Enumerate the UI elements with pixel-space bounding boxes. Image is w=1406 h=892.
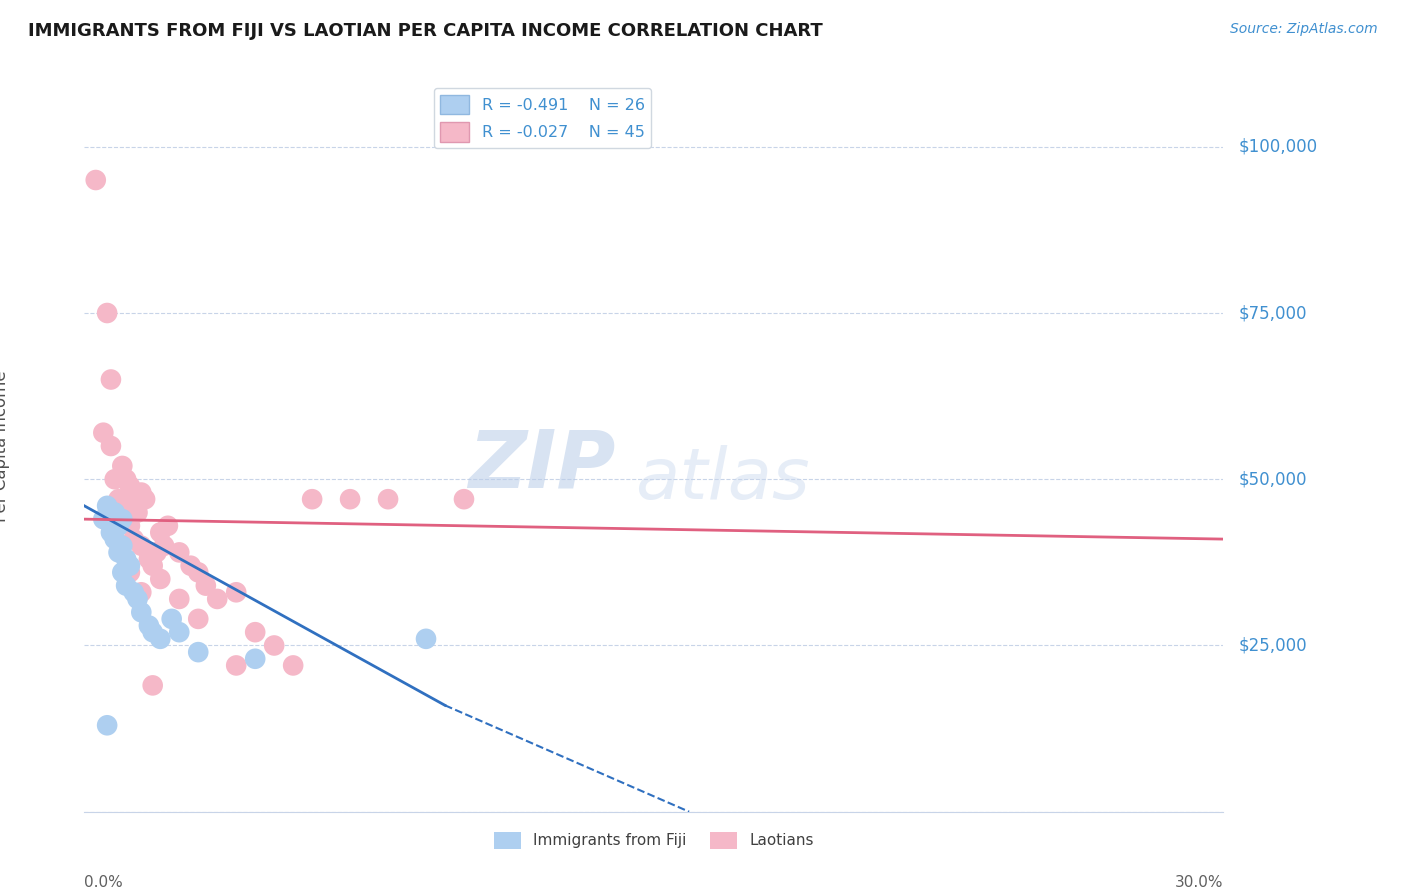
Text: ZIP: ZIP — [468, 427, 616, 505]
Point — [263, 639, 285, 653]
Point — [104, 472, 127, 486]
Point — [127, 506, 149, 520]
Text: $100,000: $100,000 — [1239, 137, 1317, 156]
Point — [207, 591, 229, 606]
Point — [153, 539, 176, 553]
Point — [377, 492, 399, 507]
Point — [115, 552, 138, 566]
Legend: Immigrants from Fiji, Laotians: Immigrants from Fiji, Laotians — [488, 825, 820, 855]
Point — [283, 658, 305, 673]
Point — [149, 572, 172, 586]
Point — [129, 605, 153, 619]
Point — [111, 566, 134, 580]
Point — [100, 512, 122, 526]
Point — [111, 539, 134, 553]
Point — [115, 472, 138, 486]
Text: Per Capita Income: Per Capita Income — [0, 370, 10, 522]
Point — [180, 558, 202, 573]
Point — [225, 658, 247, 673]
Point — [187, 612, 209, 626]
Point — [149, 525, 172, 540]
Point — [122, 532, 145, 546]
Point — [118, 558, 141, 573]
Point — [134, 492, 156, 507]
Point — [339, 492, 361, 507]
Point — [169, 625, 191, 640]
Point — [169, 545, 191, 559]
Point — [225, 585, 247, 599]
Point — [104, 532, 127, 546]
Point — [122, 492, 145, 507]
Point — [104, 506, 127, 520]
Point — [118, 566, 141, 580]
Point — [156, 518, 179, 533]
Point — [160, 612, 183, 626]
Point — [115, 512, 138, 526]
Text: $25,000: $25,000 — [1239, 637, 1308, 655]
Point — [453, 492, 475, 507]
Point — [115, 579, 138, 593]
Point — [187, 645, 209, 659]
Point — [93, 512, 115, 526]
Point — [96, 718, 118, 732]
Point — [138, 552, 160, 566]
Point — [129, 485, 153, 500]
Point — [111, 512, 134, 526]
Point — [111, 499, 134, 513]
Point — [169, 591, 191, 606]
Point — [100, 525, 122, 540]
Point — [84, 173, 107, 187]
Point — [142, 558, 165, 573]
Text: $75,000: $75,000 — [1239, 304, 1308, 322]
Point — [301, 492, 323, 507]
Text: $50,000: $50,000 — [1239, 470, 1308, 488]
Point — [415, 632, 437, 646]
Text: IMMIGRANTS FROM FIJI VS LAOTIAN PER CAPITA INCOME CORRELATION CHART: IMMIGRANTS FROM FIJI VS LAOTIAN PER CAPI… — [28, 22, 823, 40]
Point — [127, 591, 149, 606]
Point — [107, 545, 129, 559]
Point — [129, 585, 153, 599]
Point — [194, 579, 217, 593]
Point — [245, 652, 267, 666]
Text: atlas: atlas — [636, 445, 810, 514]
Point — [187, 566, 209, 580]
Point — [149, 632, 172, 646]
Text: Source: ZipAtlas.com: Source: ZipAtlas.com — [1230, 22, 1378, 37]
Point — [100, 439, 122, 453]
Point — [96, 499, 118, 513]
Point — [93, 425, 115, 440]
Point — [129, 539, 153, 553]
Point — [107, 518, 129, 533]
Point — [118, 479, 141, 493]
Point — [107, 492, 129, 507]
Text: 0.0%: 0.0% — [84, 875, 124, 890]
Point — [145, 545, 167, 559]
Point — [111, 458, 134, 473]
Point — [138, 618, 160, 632]
Point — [122, 585, 145, 599]
Text: 30.0%: 30.0% — [1175, 875, 1223, 890]
Point — [100, 372, 122, 386]
Point — [96, 306, 118, 320]
Point — [245, 625, 267, 640]
Point — [118, 518, 141, 533]
Point — [142, 678, 165, 692]
Point — [142, 625, 165, 640]
